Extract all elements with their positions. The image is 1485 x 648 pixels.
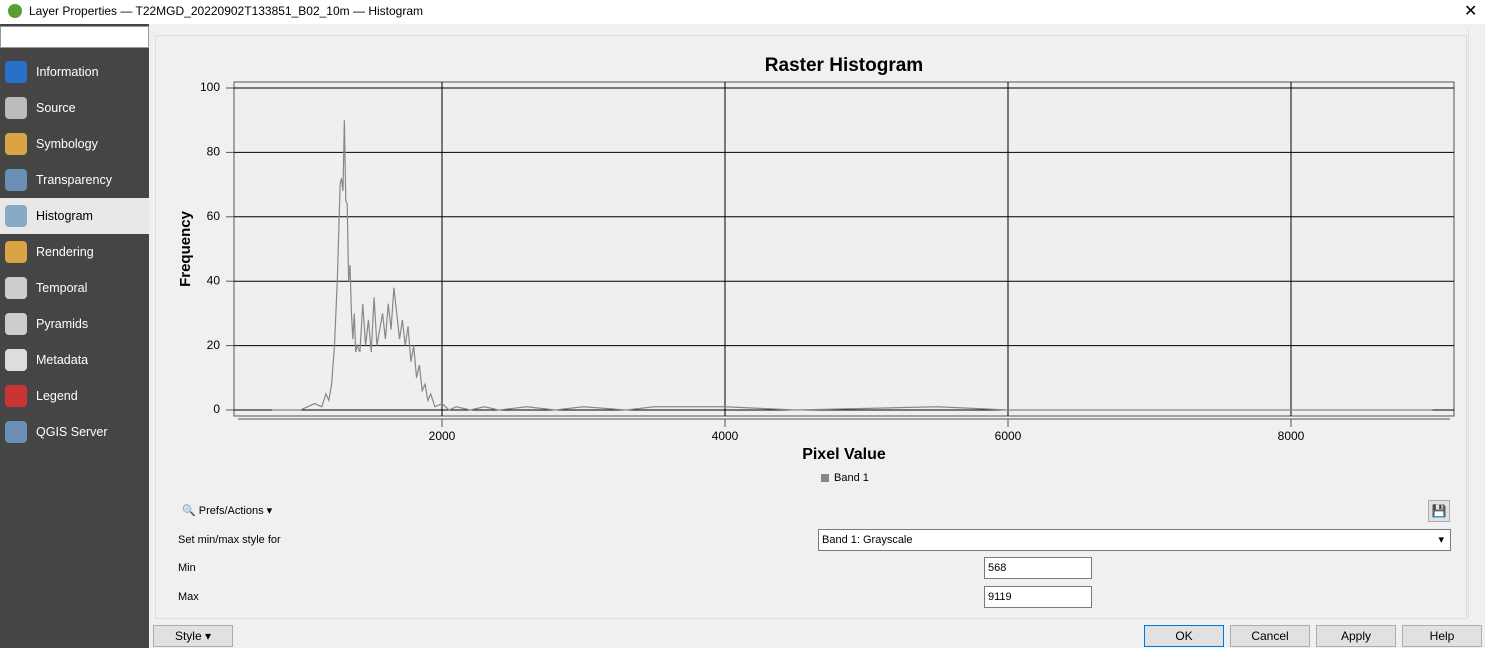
sidebar-item-label: Legend xyxy=(36,389,78,403)
y-tick-label: 0 xyxy=(213,402,220,416)
sidebar-icon xyxy=(5,421,27,443)
help-button[interactable]: Help xyxy=(1402,625,1482,647)
x-axis-label: Pixel Value xyxy=(802,446,886,463)
app-icon xyxy=(8,4,22,18)
sidebar-icon xyxy=(5,313,27,335)
sidebar-icon xyxy=(5,385,27,407)
sidebar-item[interactable]: Metadata xyxy=(0,342,149,378)
max-input[interactable]: 9119 xyxy=(984,586,1092,608)
window-title: Layer Properties — T22MGD_20220902T13385… xyxy=(29,4,423,18)
sidebar-icon xyxy=(5,205,27,227)
title-bar: Layer Properties — T22MGD_20220902T13385… xyxy=(0,0,1485,24)
y-tick-label: 40 xyxy=(207,273,221,287)
y-axis-label: Frequency xyxy=(177,210,194,287)
sidebar: Information Source Symbology Transparency Hi… xyxy=(0,24,149,648)
band-select[interactable]: Band 1: Grayscale ▾ xyxy=(818,529,1451,551)
sidebar-item[interactable]: Rendering xyxy=(0,234,149,270)
band-select-text: Band 1: Grayscale xyxy=(822,534,913,546)
style-button[interactable]: Style ▾ xyxy=(153,625,233,647)
plot-area xyxy=(233,81,1455,417)
chart: Raster Histogram Pixel Value Frequency 0… xyxy=(177,55,1455,484)
scrollbar[interactable] xyxy=(1468,30,1483,618)
histogram-line xyxy=(272,120,1433,411)
y-tick-label: 80 xyxy=(207,145,221,159)
sidebar-item-label: Source xyxy=(36,101,76,115)
sidebar-item[interactable]: Source xyxy=(0,90,149,126)
sidebar-item-label: Metadata xyxy=(36,353,89,367)
close-button[interactable]: ✕ xyxy=(1464,3,1478,20)
cancel-button[interactable]: Cancel xyxy=(1230,625,1310,647)
legend-label: Band 1 xyxy=(834,472,869,484)
style-button-label: Style xyxy=(174,629,202,643)
x-tick-label: 8000 xyxy=(1278,429,1305,443)
sidebar-item[interactable]: Histogram xyxy=(0,198,149,234)
sidebar-item[interactable]: Symbology xyxy=(0,126,149,162)
chart-title: Raster Histogram xyxy=(765,55,923,76)
min-input[interactable]: 568 xyxy=(984,557,1092,579)
sidebar-item[interactable]: Temporal xyxy=(0,270,149,306)
y-tick-label: 100 xyxy=(200,80,220,94)
x-tick-label: 2000 xyxy=(429,429,456,443)
x-tick-label: 4000 xyxy=(712,429,739,443)
sidebar-item-label: Pyramids xyxy=(36,317,89,331)
sidebar-item[interactable]: Pyramids xyxy=(0,306,149,342)
sidebar-icon xyxy=(5,61,27,83)
sidebar-item[interactable]: QGIS Server xyxy=(0,414,149,450)
x-tick-label: 6000 xyxy=(995,429,1022,443)
prefs-actions[interactable]: 🔍 Prefs/Actions ▾ xyxy=(182,505,273,517)
y-tick-label: 20 xyxy=(207,338,221,352)
apply-button[interactable]: Apply xyxy=(1316,625,1396,647)
prefs-actions-label: Prefs/Actions xyxy=(198,505,264,517)
y-tick-label: 60 xyxy=(207,209,221,223)
sidebar-icon xyxy=(5,133,27,155)
sidebar-item[interactable]: Legend xyxy=(0,378,149,414)
sidebar-icon xyxy=(5,277,27,299)
sidebar-icon xyxy=(5,349,27,371)
sidebar-icon xyxy=(5,169,27,191)
save-button[interactable]: 💾 xyxy=(1428,500,1450,522)
histogram-panel: Raster Histogram Pixel Value Frequency 0… xyxy=(155,35,1467,619)
min-label: Min xyxy=(178,562,196,574)
sidebar-icon xyxy=(5,241,27,263)
ok-button[interactable]: OK xyxy=(1144,625,1224,647)
sidebar-item-label: Temporal xyxy=(36,281,88,295)
sidebar-item[interactable]: Information xyxy=(0,54,149,90)
legend-swatch xyxy=(821,474,829,482)
sidebar-item-label: QGIS Server xyxy=(36,425,108,439)
sidebar-item-label: Information xyxy=(36,65,99,79)
sidebar-item-label: Transparency xyxy=(36,173,112,187)
sidebar-icon xyxy=(5,97,27,119)
sidebar-item[interactable]: Transparency xyxy=(0,162,149,198)
search-box[interactable] xyxy=(0,26,149,48)
sidebar-item-label: Histogram xyxy=(36,209,93,223)
minmax-label: Set min/max style for xyxy=(178,534,281,546)
max-label: Max xyxy=(178,591,199,603)
sidebar-item-label: Symbology xyxy=(36,137,98,151)
sidebar-item-label: Rendering xyxy=(36,245,94,259)
